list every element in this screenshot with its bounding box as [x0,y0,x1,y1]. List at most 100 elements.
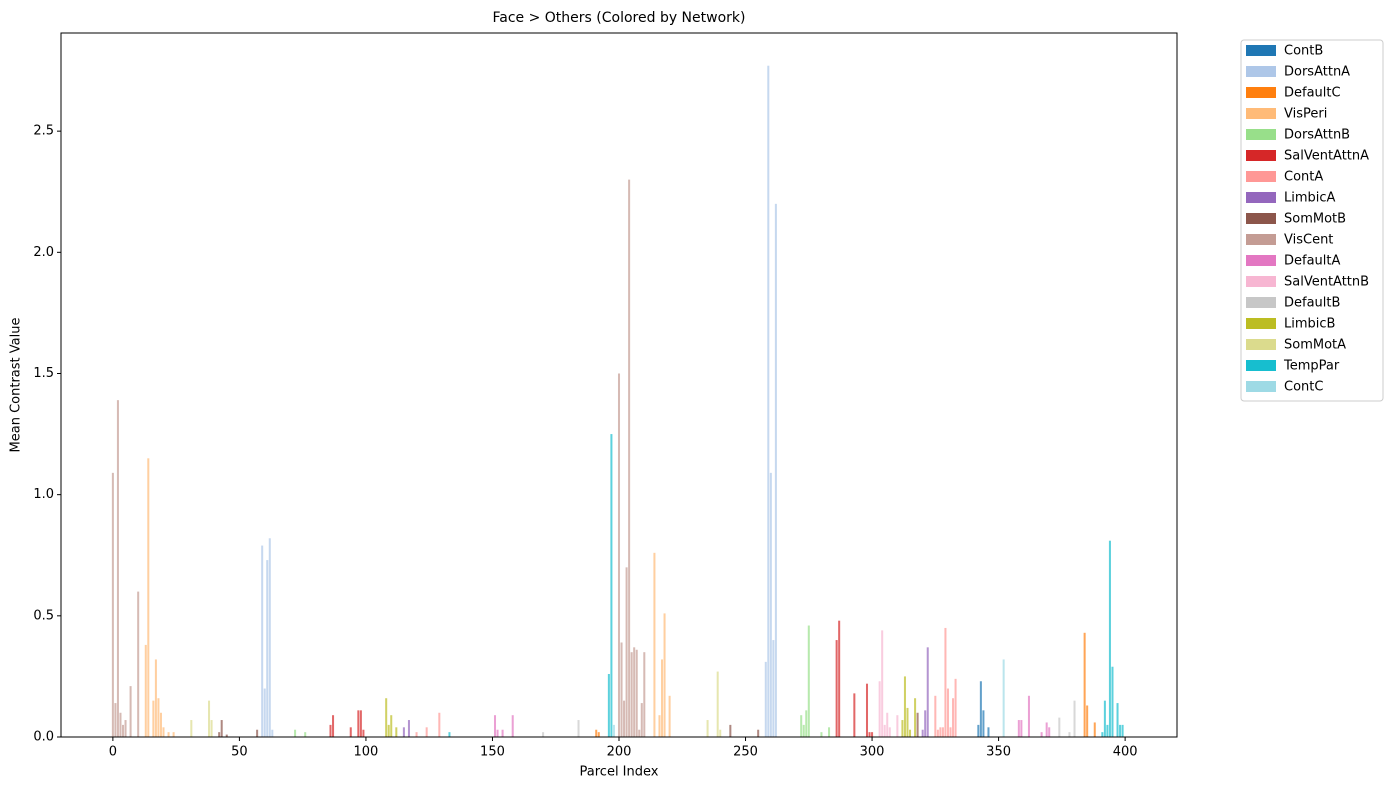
bar [906,707,909,737]
bar [1058,717,1061,737]
bar [979,681,982,737]
bar [268,538,271,737]
bar [896,715,899,737]
x-axis-label: Parcel Index [580,765,659,780]
legend-label: ContC [1284,380,1323,395]
bar [329,724,332,737]
legend-swatch [1246,213,1276,224]
bar [934,695,937,737]
legend-label: DorsAttnA [1284,65,1350,80]
bar [137,591,140,737]
legend-swatch [1246,45,1276,56]
legend-label: SalVentAttnB [1284,275,1369,290]
bar [805,710,808,737]
bar [772,640,775,737]
bar [167,732,170,737]
bar [387,724,390,737]
legend-box [1240,39,1384,402]
bar [390,715,393,737]
bar [881,630,884,737]
x-tick-label: 400 [1113,745,1138,760]
bar [638,729,641,737]
bar [190,720,193,737]
legend-label: ContB [1284,44,1323,59]
legend-swatch [1246,255,1276,266]
bar [628,179,631,737]
bar [597,732,600,737]
x-tick-label: 300 [860,745,885,760]
bar [640,703,643,737]
bar [916,712,919,737]
bar [425,727,428,737]
bar [415,732,418,737]
bar [610,434,613,737]
bar [774,203,777,737]
bar [719,729,722,737]
legend-swatch [1246,129,1276,140]
legend-label: VisPeri [1284,107,1327,122]
bar [1103,700,1106,737]
legend-swatch [1246,150,1276,161]
bar [501,729,504,737]
bar [1116,703,1119,737]
x-tick-label: 0 [109,745,117,760]
bar [1108,540,1111,737]
bar [1086,705,1089,737]
bar [144,644,147,737]
bar [1073,700,1076,737]
bar [878,681,881,737]
bar [1083,632,1086,737]
bar [157,698,160,737]
bar [225,734,228,737]
bar [987,727,990,737]
bar [595,729,598,737]
bar [886,712,889,737]
legend-swatch [1246,108,1276,119]
bar [838,620,841,737]
legend-label: LimbicB [1284,317,1335,332]
bar [294,729,297,737]
bar [903,676,906,737]
x-tick-label: 100 [354,745,379,760]
legend-label: SomMotB [1284,212,1346,227]
bar [1027,695,1030,737]
bar [949,727,952,737]
legend-swatch [1246,318,1276,329]
bar [111,472,114,737]
bar [1068,732,1071,737]
legend-label: DefaultC [1284,86,1341,101]
bar [119,712,122,737]
bar [208,700,211,737]
legend-label: SomMotA [1284,338,1346,353]
legend-swatch [1246,297,1276,308]
legend-label: LimbicA [1284,191,1336,206]
bar [266,560,269,737]
bar [493,715,497,737]
bar [438,712,441,737]
bar [1045,722,1048,737]
legend-label: DefaultB [1284,296,1340,311]
bar [1093,722,1096,737]
y-tick-label: 0.5 [33,608,54,623]
legend-label: SalVentAttnA [1284,149,1369,164]
legend-swatch [1246,276,1276,287]
bar [941,727,944,737]
bar [944,627,947,737]
bar [542,732,545,737]
bar [147,458,150,737]
bar [116,400,119,737]
y-axis-label: Mean Contrast Value [9,318,24,453]
bar [607,673,610,737]
x-tick-label: 200 [607,745,632,760]
bar [835,640,838,737]
bar [767,65,770,737]
bar [716,671,719,737]
chart-title: Face > Others (Colored by Network) [493,10,746,26]
bar [757,729,760,737]
bar [359,710,362,737]
bar [630,652,633,737]
bar [385,698,388,737]
bar [1111,666,1114,737]
bar [261,545,264,737]
